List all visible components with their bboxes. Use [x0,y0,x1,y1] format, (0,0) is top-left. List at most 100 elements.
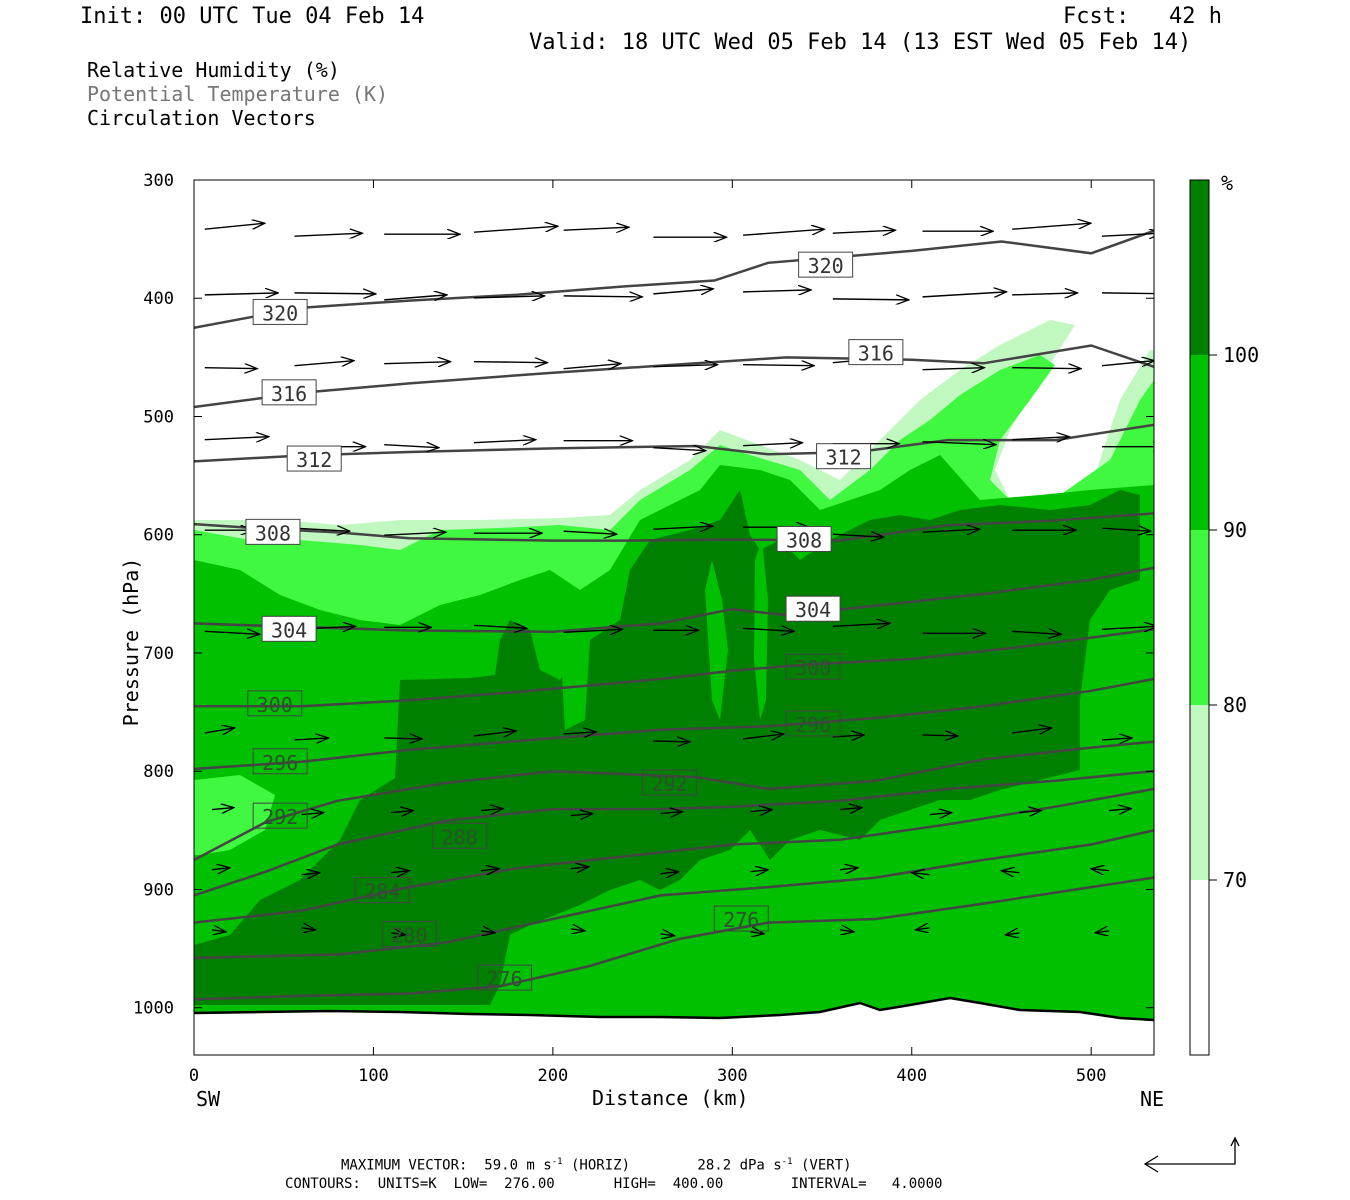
circulation-vector [563,629,623,632]
contour-label-312: 312 [296,448,332,472]
contour-label-296: 296 [262,751,298,775]
circulation-vector [294,361,354,366]
y-axis-title: Pressure (hPa) [119,557,143,727]
circulation-vector [832,534,884,537]
y-tick-label: 800 [143,762,174,782]
theta-contour-316 [194,344,1154,409]
y-tick-label: 700 [143,644,174,664]
y-tick-label: 400 [143,289,174,309]
circulation-vector [570,929,585,931]
circulation-vector [839,808,862,810]
contour-label-280: 280 [391,923,427,947]
circulation-vector [1001,871,1020,873]
circulation-vector [922,368,985,370]
circulation-vector [922,442,997,445]
circulation-vector [743,229,824,236]
circulation-vector [653,448,706,451]
theta-contour-288 [194,769,1154,897]
circulation-vector [570,814,593,816]
rh-fill-layer [194,320,1154,1055]
circulation-vector [832,735,864,737]
colorbar-label: 70 [1223,868,1247,892]
contour-label-box [642,769,698,796]
circulation-vector [922,292,1007,297]
x-tick-label: 200 [538,1066,569,1086]
circulation-vector [653,289,713,294]
theta-contour-308 [194,512,1154,542]
theta-contour-304 [194,566,1154,633]
circulation-vector [750,810,772,812]
contour-label-box [286,445,342,472]
circulation-vector [563,296,643,297]
circulation-vector [922,735,958,736]
legend-vectors: Circulation Vectors [87,106,316,130]
x-end-left: SW [196,1087,221,1111]
contour-label-box [785,595,841,622]
contour-label-276: 276 [486,967,522,991]
circulation-vector [832,230,896,233]
colorbar-swatch [1190,880,1209,1055]
circulation-vector [1101,528,1151,531]
reference-vector [1143,1136,1240,1173]
contour-label-284: 284 [364,880,400,904]
circulation-vector [570,867,589,869]
circulation-vector [563,227,629,230]
circulation-vector [481,869,499,871]
contour-label-box [798,251,854,278]
circulation-vector [204,368,258,369]
circulation-vector [743,365,814,366]
rh-band-100 [194,490,1140,1005]
circulation-vector [563,732,597,734]
legend-rh: Relative Humidity (%) [87,58,340,82]
contour-label-320: 320 [262,301,298,325]
surface-line [193,996,1155,1022]
contour-label-316: 316 [858,342,894,366]
circulation-vector [660,812,683,814]
circulation-vector [742,734,784,739]
contour-label-box [816,443,872,470]
contour-label-box [354,877,410,904]
circulation-vector [294,233,362,236]
x-tick-label: 300 [717,1066,748,1086]
contour-label-308: 308 [786,528,822,552]
circulation-vector [929,813,952,815]
circulation-vector [750,932,764,934]
y-tick-label: 900 [143,880,174,900]
circulation-vector [391,811,413,813]
circulation-vector [1101,233,1154,236]
circulation-vector [204,437,269,440]
circulation-vector [294,738,328,740]
circulation-vector [1101,361,1154,366]
theta-contour-296 [194,677,1154,771]
circulation-vector [473,226,558,233]
contour-label-box [261,615,317,642]
x-end-right: NE [1140,1087,1165,1111]
circulation-vector [750,870,768,872]
circulation-vector [839,868,858,870]
contour-label-box [848,339,904,366]
contour-label-box [713,905,769,932]
circulation-vector [1101,626,1154,629]
circulation-vector [481,809,503,811]
y-tick-label: 500 [143,407,174,427]
init-time: Init: 00 UTC Tue 04 Feb 14 [80,4,425,29]
circulation-vector [922,529,980,532]
circulation-vector [204,728,235,733]
circulation-vector [839,930,854,932]
colorbar-swatch [1190,180,1209,355]
circulation-vector [384,738,422,739]
footer-vector-info: MAXIMUM VECTOR: 59.0 m s-1 (HORIZ) 28.2 … [341,1157,852,1174]
contour-label-box [785,710,841,737]
plot-frame [193,179,1155,1056]
circulation-vector [473,625,527,628]
contour-label-320: 320 [808,254,844,278]
contour-label-box [252,298,308,325]
circulation-vector [204,631,260,634]
circulation-vector [653,741,690,742]
circulation-vector [1012,368,1081,369]
circulation-vector [832,623,890,626]
contour-label-box [261,379,317,406]
theta-contour-300 [194,628,1154,708]
x-axis-title: Distance (km) [592,1086,749,1110]
x-tick-label: 500 [1076,1066,1107,1086]
